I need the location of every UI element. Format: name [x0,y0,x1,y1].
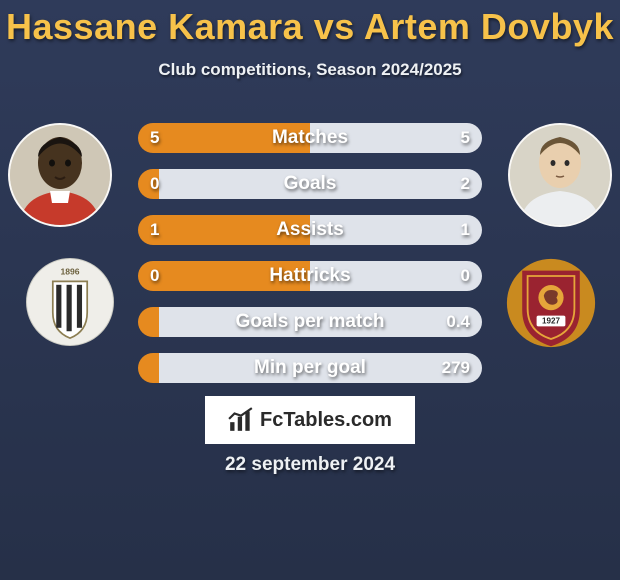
stat-row: 00Hattricks [138,261,482,291]
stat-row: 279Min per goal [138,353,482,383]
club-right-year: 1927 [542,317,560,326]
stat-row: 0.4Goals per match [138,307,482,337]
stat-bar-left-fill [138,307,159,337]
club-left-year: 1896 [60,266,79,276]
comparison-date: 22 september 2024 [0,454,620,476]
stat-bar-left-fill [138,261,310,291]
stat-bar-left-fill [138,169,159,199]
watermark-text: FcTables.com [260,409,392,432]
stat-bar-right-fill [159,353,482,383]
stat-bar-left-fill [138,353,159,383]
comparison-subtitle: Club competitions, Season 2024/2025 [0,60,620,80]
stat-bar-right-fill [310,215,482,245]
stat-bar-left-fill [138,215,310,245]
stat-bar-right-fill [310,261,482,291]
club-right-badge-svg: 1927 [506,258,596,348]
comparison-title: Hassane Kamara vs Artem Dovbyk [0,0,620,48]
chart-icon [228,407,254,433]
stat-bars: 55Matches 02Goals 11Assists 00Hattricks 0.4G… [138,123,482,399]
player-right-avatar-svg [510,125,610,225]
watermark-box: FcTables.com [205,396,415,444]
club-right-badge: 1927 [506,258,596,348]
stat-bar-left-fill [138,123,310,153]
infographic-container: Hassane Kamara vs Artem Dovbyk Club comp… [0,0,620,580]
club-left-badge: 1896 [26,258,114,346]
player-left-avatar [8,123,112,227]
stat-row: 02Goals [138,169,482,199]
player-right-avatar [508,123,612,227]
player-left-avatar-svg [10,125,110,225]
club-left-badge-svg: 1896 [27,259,113,345]
stat-row: 55Matches [138,123,482,153]
stat-bar-right-fill [159,169,482,199]
stat-bar-right-fill [159,307,482,337]
stat-row: 11Assists [138,215,482,245]
stat-bar-right-fill [310,123,482,153]
